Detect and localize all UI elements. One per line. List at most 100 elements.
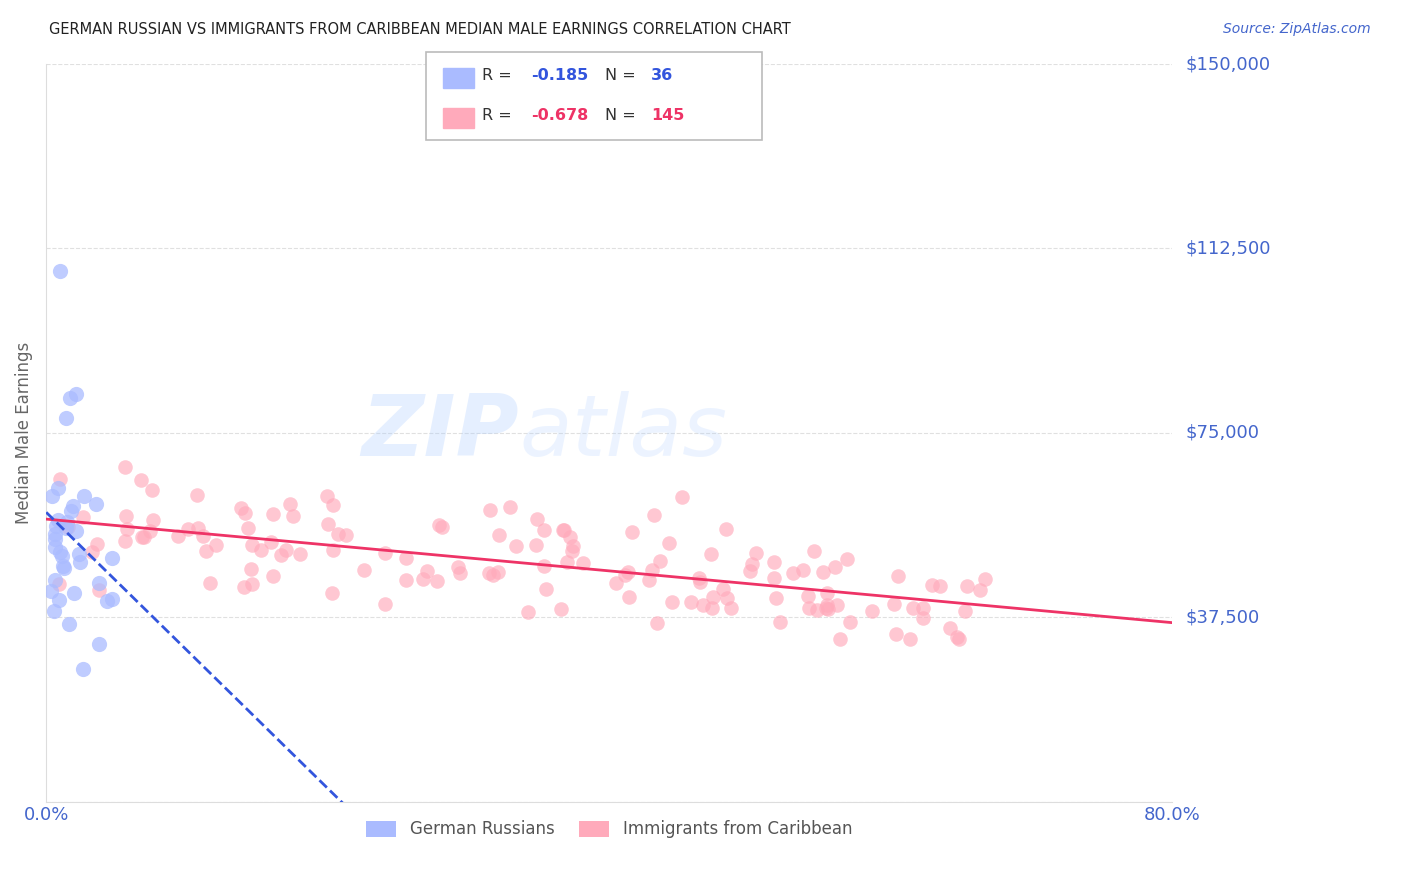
Point xyxy=(661,595,683,609)
Point xyxy=(44,540,66,554)
Point xyxy=(427,517,450,532)
Point xyxy=(240,562,263,576)
Point xyxy=(803,544,825,558)
Point xyxy=(526,538,548,552)
Point xyxy=(87,582,110,597)
Point xyxy=(67,547,90,561)
Point xyxy=(613,568,636,582)
Point xyxy=(533,523,555,537)
Point xyxy=(488,528,510,542)
Point xyxy=(101,550,124,565)
Point xyxy=(322,499,344,513)
Point xyxy=(235,506,257,520)
Point xyxy=(973,572,995,586)
Point xyxy=(658,536,681,550)
Point xyxy=(115,508,138,523)
Point xyxy=(713,582,735,597)
Point xyxy=(195,544,218,558)
Text: atlas: atlas xyxy=(519,392,727,475)
Point xyxy=(58,617,80,632)
Point xyxy=(817,601,839,615)
Point xyxy=(799,600,821,615)
Text: $75,000: $75,000 xyxy=(1187,424,1260,442)
Point xyxy=(315,490,337,504)
Text: -0.185: -0.185 xyxy=(531,68,589,83)
Point xyxy=(561,539,583,553)
Point xyxy=(73,489,96,503)
Point xyxy=(740,564,762,578)
Point xyxy=(229,500,252,515)
Point xyxy=(240,576,263,591)
Y-axis label: Median Male Earnings: Median Male Earnings xyxy=(15,342,32,524)
Point xyxy=(956,579,979,593)
Point xyxy=(860,604,883,618)
Point xyxy=(335,528,357,542)
Point xyxy=(447,560,470,574)
Text: 36: 36 xyxy=(651,68,673,83)
Point xyxy=(84,497,107,511)
Text: R =: R = xyxy=(482,68,517,83)
Point xyxy=(129,473,152,487)
Point xyxy=(41,490,63,504)
Text: Source: ZipAtlas.com: Source: ZipAtlas.com xyxy=(1223,22,1371,37)
Point xyxy=(671,490,693,504)
Point xyxy=(205,537,228,551)
Point xyxy=(741,557,763,571)
Point xyxy=(700,547,723,561)
Point xyxy=(395,573,418,587)
Point xyxy=(616,565,638,579)
Point xyxy=(142,513,165,527)
Point xyxy=(374,546,396,560)
Point xyxy=(449,566,471,581)
Point xyxy=(617,590,640,604)
Point xyxy=(276,542,298,557)
Point xyxy=(884,627,907,641)
Point xyxy=(353,563,375,577)
Point xyxy=(53,561,76,575)
Point xyxy=(792,563,814,577)
Point xyxy=(56,520,79,534)
Point xyxy=(141,483,163,497)
Point xyxy=(550,601,572,615)
Point xyxy=(278,497,301,511)
Point xyxy=(46,513,69,527)
Point xyxy=(65,524,87,538)
Point xyxy=(939,621,962,635)
Point xyxy=(52,558,75,573)
Point xyxy=(946,630,969,644)
Point xyxy=(69,555,91,569)
Point xyxy=(526,512,548,526)
Point xyxy=(115,522,138,536)
Point xyxy=(55,515,77,529)
Point xyxy=(59,392,82,406)
Point xyxy=(762,571,785,585)
Point xyxy=(45,519,67,533)
Point xyxy=(89,637,111,651)
Point xyxy=(166,529,188,543)
Point xyxy=(187,521,209,535)
Point xyxy=(648,554,671,568)
Point xyxy=(44,532,66,546)
Point xyxy=(114,534,136,549)
Point xyxy=(430,520,453,534)
Text: -0.678: -0.678 xyxy=(531,108,589,123)
Point xyxy=(326,527,349,541)
Point xyxy=(132,530,155,544)
Point xyxy=(114,460,136,475)
Point xyxy=(478,503,501,517)
Point xyxy=(638,573,661,587)
Point xyxy=(806,603,828,617)
Point xyxy=(929,579,952,593)
Point xyxy=(240,538,263,552)
Point xyxy=(48,577,70,591)
Point xyxy=(232,580,254,594)
Point xyxy=(65,386,87,401)
Point xyxy=(969,583,991,598)
Point xyxy=(101,591,124,606)
Point xyxy=(72,510,94,524)
Point xyxy=(720,600,742,615)
Point xyxy=(769,615,792,630)
Point xyxy=(911,601,934,615)
Point xyxy=(486,566,509,580)
Point xyxy=(412,572,434,586)
